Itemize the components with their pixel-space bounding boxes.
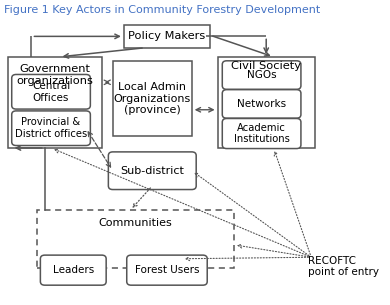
Text: RECOFTC
point of entry: RECOFTC point of entry — [308, 256, 379, 277]
FancyBboxPatch shape — [127, 255, 207, 285]
FancyBboxPatch shape — [12, 74, 90, 109]
FancyBboxPatch shape — [41, 255, 106, 285]
Text: Sub-district: Sub-district — [121, 166, 184, 176]
Bar — [8, 57, 102, 148]
Text: Local Admin
Organizations
(province): Local Admin Organizations (province) — [113, 82, 191, 115]
Text: Figure 1 Key Actors in Community Forestry Development: Figure 1 Key Actors in Community Forestr… — [4, 5, 321, 15]
Text: Forest Users: Forest Users — [135, 265, 199, 275]
Text: NGOs: NGOs — [247, 70, 277, 80]
Bar — [37, 210, 234, 268]
Text: Central
Offices: Central Offices — [32, 81, 70, 102]
Text: Government
organizations: Government organizations — [16, 64, 93, 86]
Text: Networks: Networks — [237, 99, 286, 109]
FancyBboxPatch shape — [222, 90, 301, 118]
Text: Communities: Communities — [99, 218, 173, 228]
FancyBboxPatch shape — [222, 61, 301, 89]
Bar — [218, 57, 315, 148]
Text: Academic
Institutions: Academic Institutions — [234, 123, 289, 144]
Bar — [113, 61, 192, 136]
FancyBboxPatch shape — [12, 111, 90, 145]
Text: Leaders: Leaders — [53, 265, 94, 275]
Text: Policy Makers: Policy Makers — [128, 31, 206, 41]
FancyBboxPatch shape — [108, 152, 196, 189]
Bar — [124, 25, 210, 48]
FancyBboxPatch shape — [222, 119, 301, 149]
Text: Provincial &
District offices: Provincial & District offices — [15, 117, 87, 139]
Text: Civil Society: Civil Society — [231, 61, 301, 71]
